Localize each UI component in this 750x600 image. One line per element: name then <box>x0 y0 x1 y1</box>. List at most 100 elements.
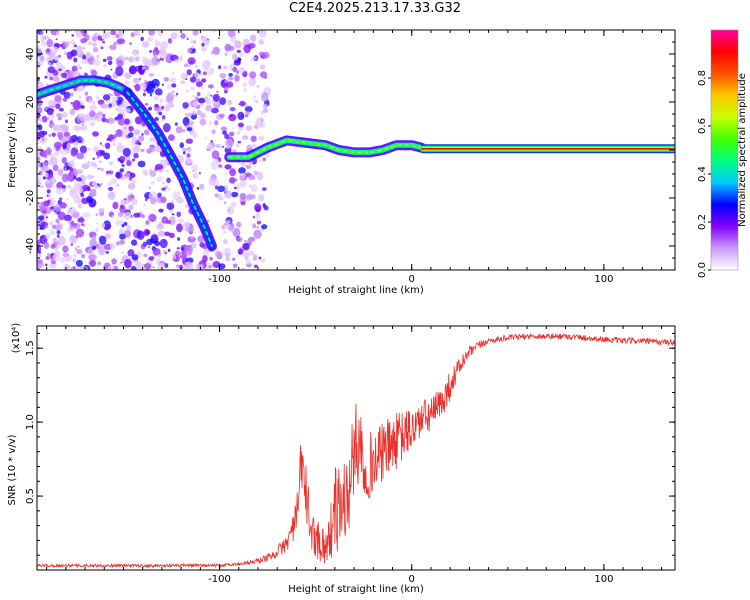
spectrogram-noise-blob <box>71 65 78 72</box>
spectrogram-noise-blob <box>124 229 131 238</box>
spectrogram-noise-blob <box>63 265 67 270</box>
spectrogram-noise-blob <box>127 126 134 132</box>
spectrogram-noise-blob <box>100 167 105 172</box>
spectrogram-noise-blob <box>214 120 219 126</box>
spectrogram-track-core <box>228 139 423 159</box>
spectrogram-noise-blob <box>158 50 168 59</box>
spectrogram-noise-blob <box>160 196 167 204</box>
spectrogram-noise-blob <box>217 193 223 198</box>
spectrogram-noise-blob <box>111 139 117 143</box>
spectrogram-noise-blob <box>162 123 171 133</box>
spectrogram-noise-blob <box>97 245 106 256</box>
spectrogram-noise-blob <box>181 246 184 251</box>
spectrogram-noise-blob <box>199 103 204 107</box>
spectrogram-noise-blob <box>140 123 143 127</box>
spectrogram-noise-blob <box>244 240 247 242</box>
spectrogram-noise-blob <box>78 113 86 122</box>
spectrogram-noise-blob <box>51 132 56 137</box>
spectrogram-noise-blob <box>236 144 240 147</box>
spectrogram-noise-blob <box>102 41 106 44</box>
spectrogram-noise-blob <box>182 129 186 133</box>
spectrogram-noise-blob <box>192 172 199 179</box>
spectrogram-noise-blob <box>161 187 166 191</box>
spectrogram-noise-blob <box>185 138 193 144</box>
spectrogram-noise-blob <box>190 86 196 90</box>
spectrogram-noise-blob <box>171 71 175 76</box>
spectrogram-noise-blob <box>102 94 111 101</box>
spectrogram-noise-blob <box>43 210 46 214</box>
spectrogram-noise-blob <box>237 111 245 121</box>
spectrogram-noise-blob <box>70 193 76 198</box>
spectrogram-noise-blob <box>40 31 44 35</box>
spectrogram-noise-blob <box>228 177 236 184</box>
spectrogram-noise-blob <box>230 191 239 198</box>
spectrogram-noise-blob <box>167 134 175 141</box>
spectrogram-noise-blob <box>95 95 100 100</box>
spectrogram-noise-blob <box>129 177 133 181</box>
spectrogram-noise-blob <box>155 88 163 96</box>
spectrogram-noise-blob <box>211 129 216 134</box>
spectrogram-noise-blob <box>165 169 170 173</box>
spectrogram-noise-blob <box>253 254 258 259</box>
spectrogram-noise-blob <box>92 103 95 106</box>
spectrogram-noise-blob <box>199 183 205 190</box>
spectrogram-noise-blob <box>55 218 60 224</box>
spectrogram-noise-blob <box>145 220 150 225</box>
spectrogram-noise-blob <box>70 221 75 226</box>
spectrogram-noise-blob <box>73 223 77 228</box>
spectrogram-noise-blob <box>92 46 99 53</box>
spectrogram-noise-blob <box>234 40 242 49</box>
spectrogram-noise-blob <box>204 39 210 47</box>
spectrogram-noise-blob <box>223 65 228 70</box>
spectrogram-noise-blob <box>244 114 249 118</box>
spectrogram-noise-blob <box>123 108 127 112</box>
spectrogram-noise-blob <box>165 220 172 224</box>
spectrogram-noise-blob <box>133 153 139 159</box>
spectrogram-noise-blob <box>134 116 143 125</box>
spectrogram-noise-blob <box>37 253 42 258</box>
spectrogram-noise-blob <box>260 110 265 115</box>
spectrogram-noise-blob <box>48 177 57 184</box>
spectrogram-noise-blob <box>57 211 66 221</box>
spectrogram-noise-blob <box>223 239 228 245</box>
spectrogram-noise-blob <box>214 250 223 258</box>
spectrogram-noise-blob <box>55 187 64 195</box>
spectrogram-noise-blob <box>145 195 149 199</box>
spectrogram-noise <box>37 30 272 270</box>
spectrogram-noise-blob <box>137 160 146 168</box>
spectrogram-noise-blob <box>122 166 125 170</box>
spectrogram-noise-blob <box>99 235 107 245</box>
spectrogram-noise-blob <box>196 81 203 88</box>
y-tick-label: 0.5 <box>25 488 36 504</box>
spectrogram-noise-blob <box>236 221 242 228</box>
spectrogram-noise-blob <box>193 40 196 44</box>
spectrogram-noise-blob <box>80 192 84 198</box>
spectrogram-noise-blob <box>226 145 230 149</box>
spectrogram-noise-blob <box>176 247 180 250</box>
spectrogram-noise-blob <box>40 169 46 173</box>
spectrogram-noise-blob <box>93 146 100 153</box>
spectrogram-noise-blob <box>83 225 86 227</box>
spectrogram-noise-blob <box>130 215 133 218</box>
spectrogram-noise-blob <box>140 36 144 42</box>
spectrogram-noise-blob <box>92 58 101 66</box>
spectrogram-noise-blob <box>69 225 73 229</box>
spectrogram-noise-blob <box>183 63 188 68</box>
spectrogram-noise-blob <box>159 98 164 104</box>
spectrogram-noise-blob <box>44 225 48 229</box>
spectrogram-noise-blob <box>138 142 142 146</box>
spectrogram-noise-blob <box>64 167 67 170</box>
spectrogram-noise-blob <box>224 90 228 94</box>
spectrogram-noise-blob <box>121 224 125 228</box>
spectrogram-noise-blob <box>230 201 237 208</box>
spectrogram-noise-blob <box>227 30 236 38</box>
spectrogram-noise-blob <box>178 56 184 61</box>
spectrogram-noise-blob <box>261 258 266 264</box>
spectrogram-noise-blob <box>90 161 96 167</box>
snr-panel: -100 0 100 0.5 1.0 1.5 Height of straight li… <box>7 323 676 595</box>
spectrogram-noise-blob <box>56 230 61 235</box>
spectrogram-noise-blob <box>256 220 262 225</box>
spectrogram-noise-blob <box>66 142 72 149</box>
spectrogram-noise-blob <box>141 66 145 70</box>
spectrogram-noise-blob <box>211 160 219 170</box>
